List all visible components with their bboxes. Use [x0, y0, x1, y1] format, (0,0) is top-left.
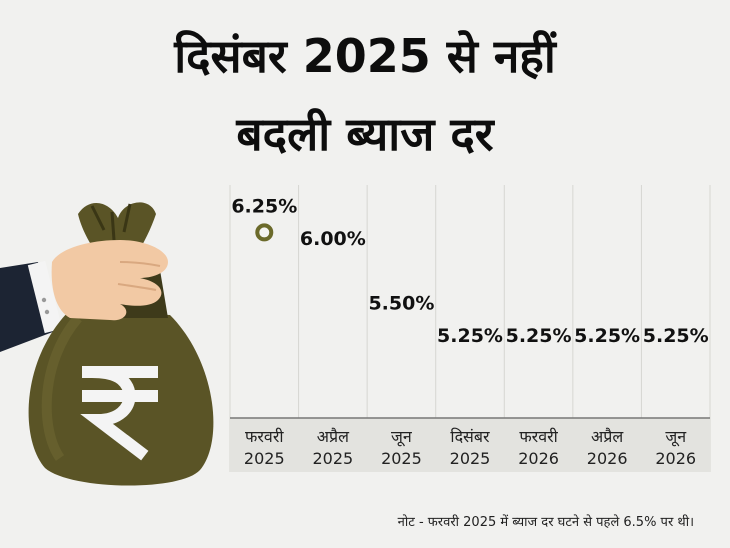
x-tick-labels: फरवरी 2025 अप्रैल 2025 जून 2025 दिसंबर 2025 फरवर… — [244, 427, 696, 468]
data-points — [255, 223, 274, 242]
data-label: 5.25% — [643, 325, 709, 347]
x-tick-label: 2026 — [518, 449, 559, 468]
x-tick-label: 2025 — [381, 449, 422, 468]
data-label: 5.25% — [437, 325, 503, 347]
axis-band-rect — [230, 418, 710, 472]
x-tick-label: जून — [665, 427, 687, 447]
footnote: नोट - फरवरी 2025 में ब्याज दर घटने से पह… — [397, 515, 694, 530]
rupee-icon — [80, 365, 158, 461]
data-labels: 6.25%6.00%5.50%5.25% 5.25% 5.25% 5.25% — [231, 195, 708, 346]
data-label: 5.50% — [368, 293, 434, 315]
data-label: 6.25% — [231, 195, 297, 217]
x-tick-label: 2025 — [450, 449, 491, 468]
x-tick-label: अप्रैल — [591, 427, 624, 446]
axis-band — [230, 417, 710, 472]
data-label: 5.25% — [574, 325, 640, 347]
x-tick-label: फरवरी — [519, 427, 558, 446]
data-label: 5.25% — [506, 325, 572, 347]
money-bag-icon — [0, 202, 214, 486]
title-line-2: बदली ब्याज दर — [236, 107, 494, 161]
x-tick-label: दिसंबर — [450, 427, 490, 446]
data-point-marker — [255, 223, 274, 242]
x-tick-label: 2026 — [655, 449, 696, 468]
data-label: 6.00% — [300, 228, 366, 250]
x-tick-label: 2026 — [587, 449, 628, 468]
x-tick-label: जून — [391, 427, 413, 447]
x-tick-label: 2025 — [312, 449, 353, 468]
x-tick-label: 2025 — [244, 449, 285, 468]
x-tick-label: अप्रैल — [317, 427, 350, 446]
x-tick-label: फरवरी — [245, 427, 284, 446]
title-line-1: दिसंबर 2025 से नहीं — [174, 29, 556, 83]
